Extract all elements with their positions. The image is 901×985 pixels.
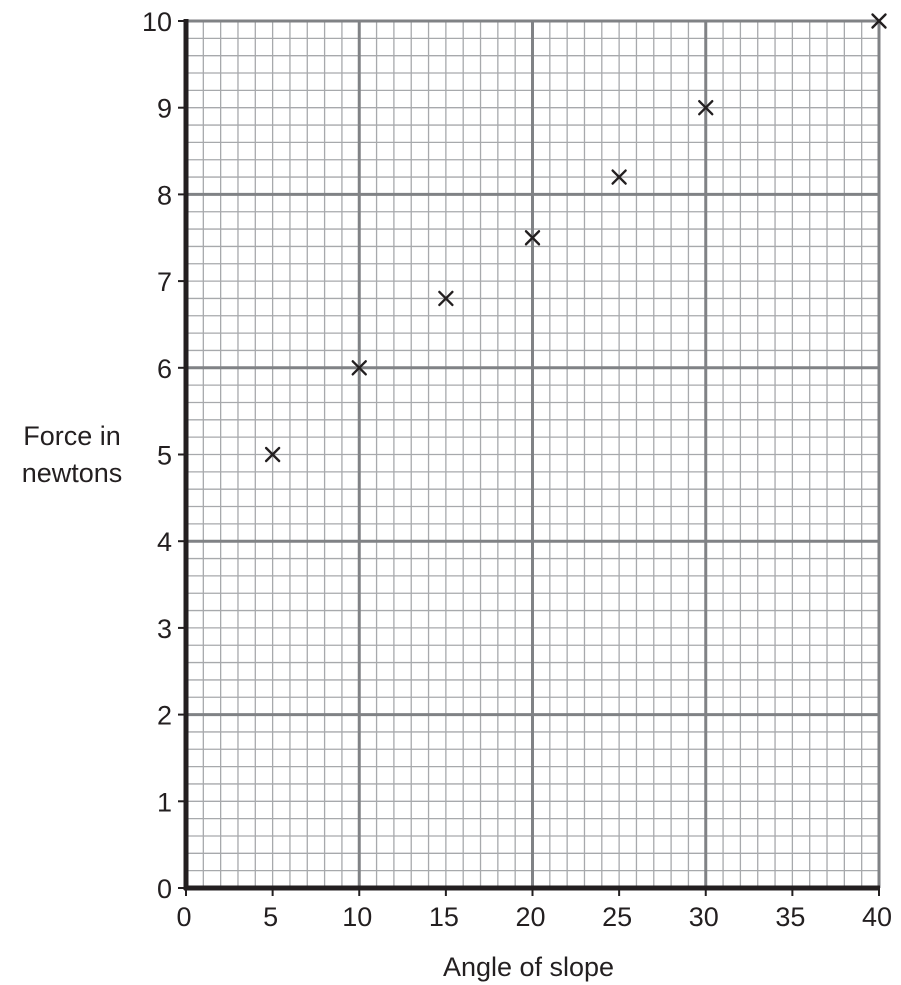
y-tick-label: 7 bbox=[157, 267, 172, 297]
y-axis-title-line-1: Force in bbox=[23, 421, 121, 451]
y-tick-label: 9 bbox=[157, 94, 172, 124]
x-tick-label: 25 bbox=[602, 902, 632, 932]
y-tick-label: 5 bbox=[157, 441, 172, 471]
x-tick-label: 40 bbox=[862, 902, 892, 932]
y-tick-label: 10 bbox=[142, 7, 172, 37]
x-tick-label: 5 bbox=[263, 902, 278, 932]
data-point-marker bbox=[698, 99, 714, 116]
x-tick-label: 15 bbox=[429, 902, 459, 932]
y-tick-labels: 0 1 2 3 4 5 6 7 8 9 10 bbox=[142, 7, 172, 904]
y-tick-label: 6 bbox=[157, 354, 172, 384]
y-tick-label: 4 bbox=[157, 527, 172, 557]
data-points bbox=[264, 13, 887, 463]
y-tick-label: 0 bbox=[157, 874, 172, 904]
y-tick-label: 2 bbox=[157, 701, 172, 731]
y-tick-label: 3 bbox=[157, 614, 172, 644]
x-tick-label: 10 bbox=[342, 902, 372, 932]
x-tick-label: 35 bbox=[775, 902, 805, 932]
x-tick-label: 0 bbox=[176, 902, 191, 932]
x-axis-title: Angle of slope bbox=[443, 952, 614, 982]
axes bbox=[178, 19, 880, 896]
x-tick-label: 30 bbox=[689, 902, 719, 932]
data-point-marker bbox=[611, 169, 627, 185]
data-point-marker bbox=[264, 446, 281, 463]
x-tick-labels: 0 5 10 15 20 25 30 35 40 bbox=[176, 902, 892, 932]
y-tick-label: 1 bbox=[157, 787, 172, 817]
data-point-marker bbox=[871, 13, 887, 29]
y-axis-title-line-2: newtons bbox=[22, 458, 123, 488]
data-point-marker bbox=[524, 230, 541, 246]
data-point-marker bbox=[438, 290, 454, 307]
x-tick-label: 20 bbox=[515, 902, 545, 932]
y-tick-label: 8 bbox=[157, 180, 172, 210]
data-point-marker bbox=[351, 360, 367, 376]
